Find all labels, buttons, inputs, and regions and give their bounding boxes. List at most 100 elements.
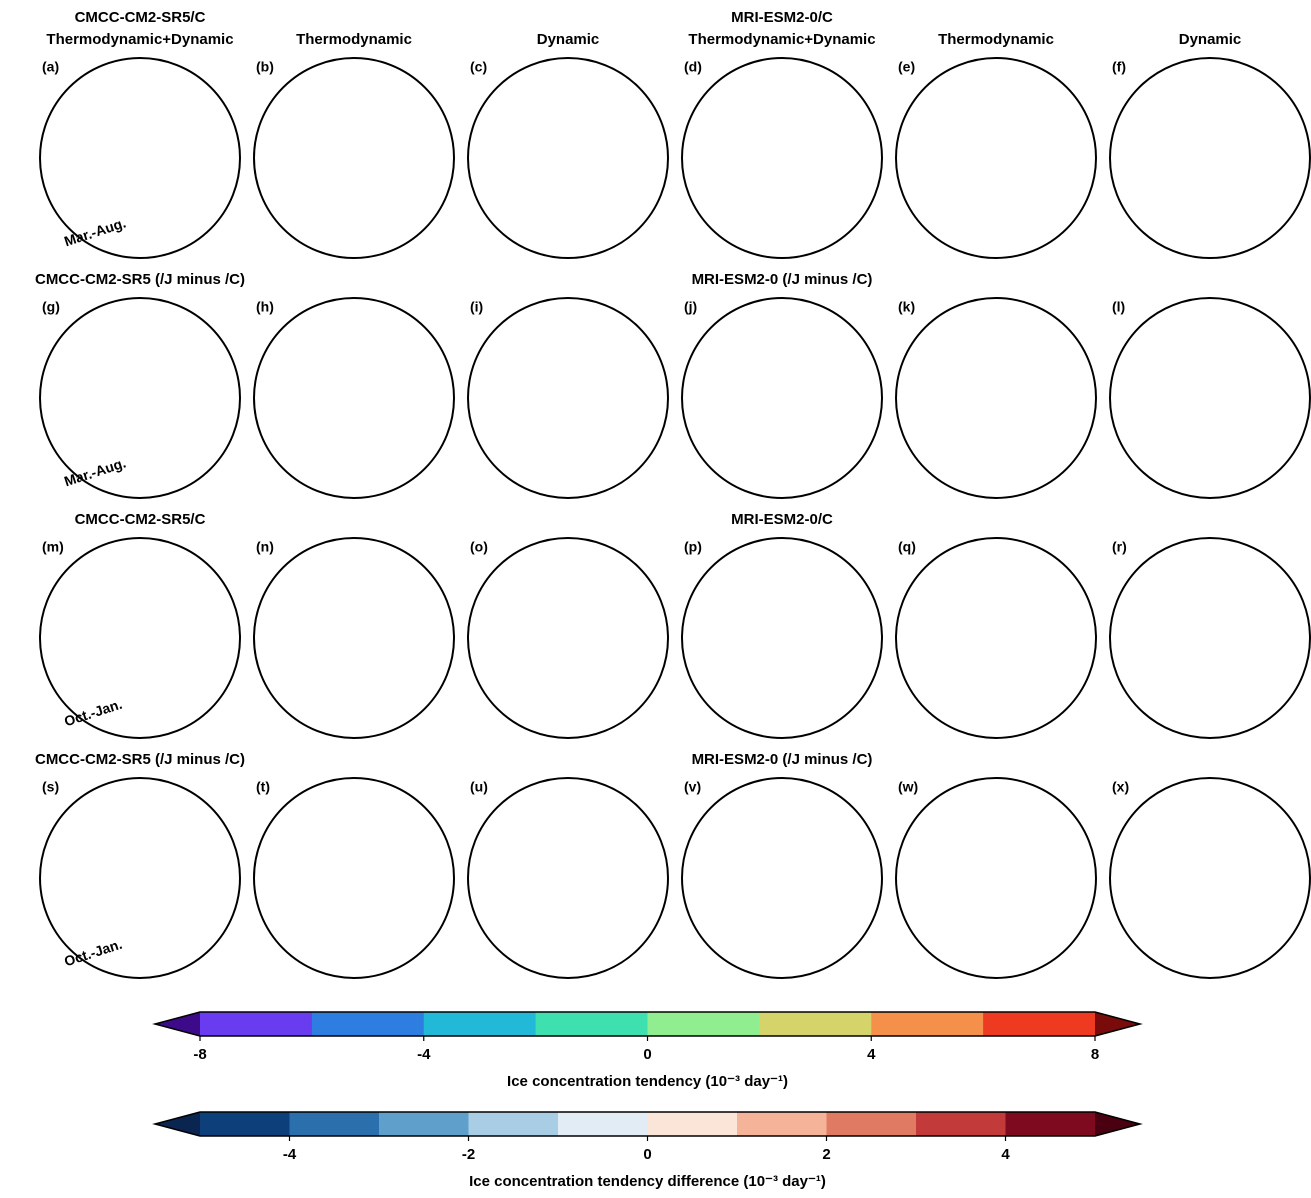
land	[254, 778, 454, 978]
greenland	[742, 906, 786, 940]
arctic-ocean	[309, 576, 395, 664]
panel-label: (r)	[1112, 539, 1127, 555]
polar-map	[1110, 778, 1310, 978]
greenland	[100, 666, 144, 700]
latitude-circle	[747, 843, 817, 913]
land	[468, 538, 668, 738]
arctic-ocean	[523, 816, 609, 904]
colorbar-tick-label: -8	[193, 1046, 206, 1063]
land	[468, 298, 668, 498]
land	[1110, 538, 1310, 738]
panel-label: (v)	[684, 779, 701, 795]
polar-map	[896, 538, 1096, 738]
land	[180, 216, 240, 258]
land	[40, 298, 240, 498]
latitude-circle	[105, 123, 175, 193]
land	[468, 778, 668, 978]
colorbar-segment	[558, 1112, 648, 1136]
latitude-circle	[105, 843, 175, 913]
map-border	[1109, 297, 1311, 499]
land	[896, 538, 1096, 738]
colorbar-outline	[152, 1111, 1143, 1137]
greenland	[742, 426, 786, 460]
latitude-circle	[493, 803, 643, 953]
latitude-circle	[1135, 323, 1285, 473]
polar-map	[1110, 538, 1310, 738]
ocean	[468, 173, 603, 258]
panel-label: (i)	[470, 299, 483, 315]
latitude-circle	[533, 603, 603, 673]
land	[682, 58, 882, 258]
polar-map	[40, 778, 240, 978]
panel-label: (t)	[256, 779, 270, 795]
colorbar-tick-label: -4	[283, 1146, 297, 1163]
map-border	[895, 297, 1097, 499]
greenland	[1170, 186, 1214, 220]
colorbar-segment	[468, 1112, 559, 1136]
greenland	[956, 186, 1000, 220]
map-border	[895, 777, 1097, 979]
arctic-ocean	[737, 96, 823, 184]
latitude-circle	[961, 603, 1031, 673]
latitude-circle	[707, 83, 857, 233]
latitude-circle	[1175, 123, 1245, 193]
ocean	[40, 173, 175, 258]
polar-map	[254, 298, 454, 498]
colorbar-extend-low	[155, 1012, 200, 1036]
panel-label: (g)	[42, 299, 60, 315]
arctic-ocean	[523, 96, 609, 184]
land	[682, 298, 882, 498]
polar-map	[1110, 58, 1310, 258]
map-border	[253, 297, 455, 499]
latitude-circle	[493, 563, 643, 713]
ocean	[682, 413, 817, 498]
group-title: MRI-ESM2-0 (/J minus /C)	[692, 271, 873, 288]
map-border	[467, 777, 669, 979]
latitude-circle	[279, 83, 429, 233]
ocean	[1110, 173, 1245, 258]
land	[1110, 58, 1310, 258]
greenland	[100, 906, 144, 940]
greenland	[314, 426, 358, 460]
ocean	[40, 653, 175, 738]
panel-label: (c)	[470, 59, 487, 75]
panel-label: (e)	[898, 59, 915, 75]
map-border	[39, 537, 241, 739]
arctic-ocean	[951, 96, 1037, 184]
arctic-ocean	[951, 336, 1037, 424]
group-title: MRI-ESM2-0 (/J minus /C)	[692, 751, 873, 768]
arctic-ocean	[95, 816, 181, 904]
greenland	[956, 666, 1000, 700]
colorbar-tick-label: 8	[1091, 1046, 1099, 1063]
arctic-ocean	[95, 96, 181, 184]
latitude-circle	[1175, 843, 1245, 913]
colorbar-segment	[535, 1012, 648, 1036]
panel-label: (n)	[256, 539, 274, 555]
greenland	[956, 426, 1000, 460]
colorbar-label: Ice concentration tendency difference (1…	[469, 1173, 826, 1190]
season-label: Mar.-Aug.	[62, 214, 128, 249]
colorbar-segment	[1005, 1112, 1096, 1136]
panel-label: (a)	[42, 59, 59, 75]
latitude-circle	[707, 803, 857, 953]
panel-label: (k)	[898, 299, 915, 315]
colorbar-segment	[871, 1012, 984, 1036]
colorbar-segment	[647, 1112, 738, 1136]
panel-label: (f)	[1112, 59, 1126, 75]
colorbar-segment	[647, 1012, 760, 1036]
ocean	[896, 173, 1031, 258]
map-border	[1109, 57, 1311, 259]
panel-label: (p)	[684, 539, 702, 555]
polar-map	[40, 96, 240, 258]
arctic-ocean	[737, 816, 823, 904]
land	[254, 298, 454, 498]
panel-label: (h)	[256, 299, 274, 315]
ocean	[682, 173, 817, 258]
polar-map	[896, 298, 1096, 498]
latitude-circle	[65, 563, 215, 713]
map-border	[1109, 537, 1311, 739]
land	[682, 778, 882, 978]
latitude-circle	[961, 363, 1031, 433]
panel-label: (x)	[1112, 779, 1129, 795]
